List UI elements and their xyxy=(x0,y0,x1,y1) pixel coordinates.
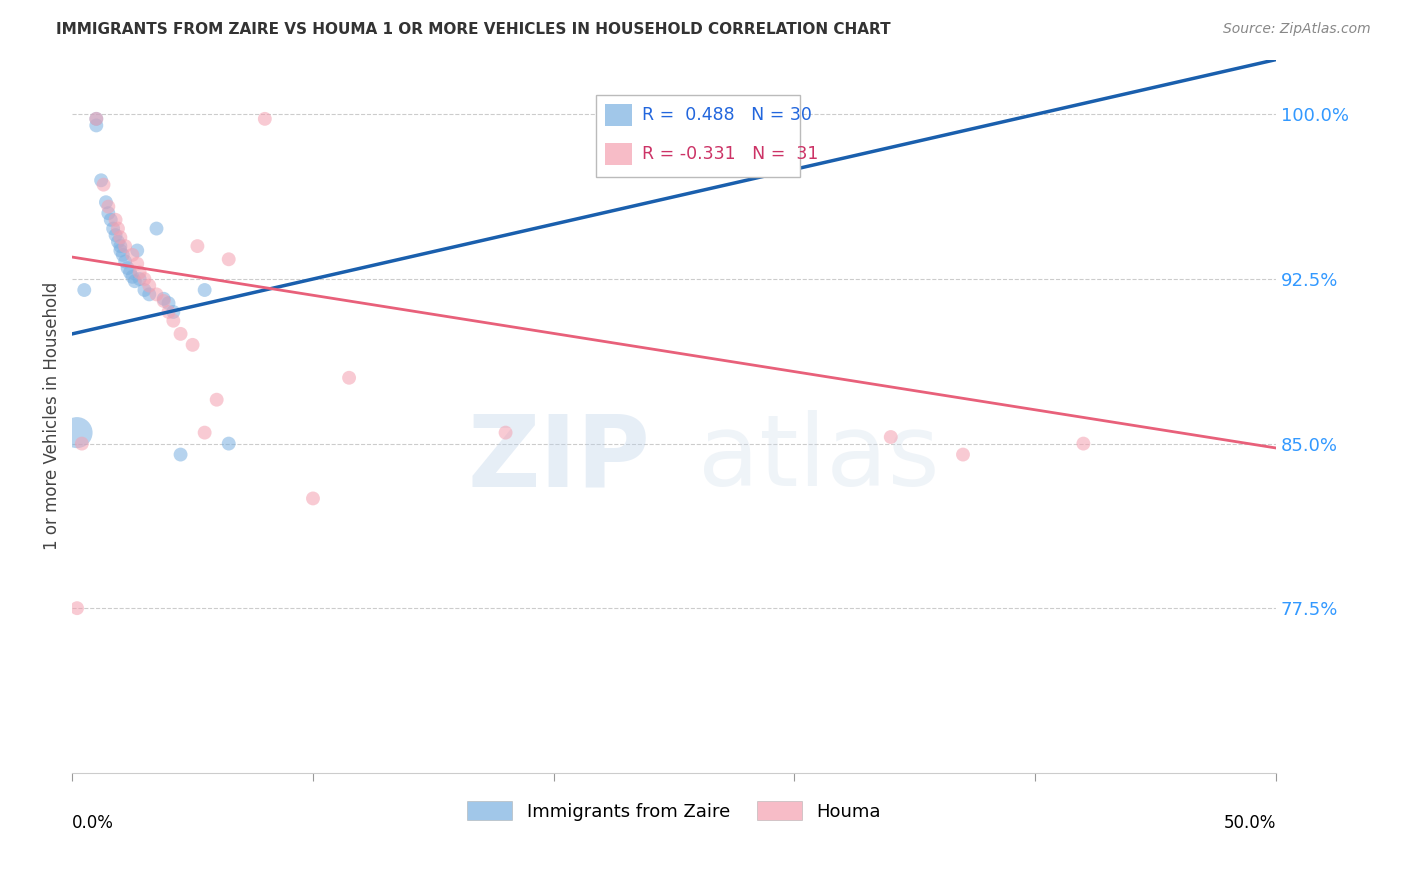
Point xyxy=(111,248,134,262)
Point xyxy=(152,293,174,308)
Point xyxy=(127,257,149,271)
Point xyxy=(218,436,240,450)
Point xyxy=(114,239,136,253)
Text: R = -0.331   N =  31: R = -0.331 N = 31 xyxy=(641,145,818,163)
Point xyxy=(90,173,112,187)
Point xyxy=(169,326,191,341)
Point xyxy=(157,296,180,310)
Point xyxy=(121,248,143,262)
Text: ZIP: ZIP xyxy=(467,410,650,508)
Point xyxy=(138,287,160,301)
Point xyxy=(134,272,156,286)
Point xyxy=(138,278,160,293)
Point xyxy=(128,265,150,279)
Bar xyxy=(596,95,800,178)
Point xyxy=(66,425,89,440)
Point xyxy=(93,178,115,192)
Point xyxy=(194,283,217,297)
Bar xyxy=(606,143,631,165)
Point xyxy=(952,448,974,462)
Bar xyxy=(606,104,631,127)
Point xyxy=(1073,436,1095,450)
Point xyxy=(145,287,167,301)
Y-axis label: 1 or more Vehicles in Household: 1 or more Vehicles in Household xyxy=(44,282,60,550)
Point xyxy=(205,392,228,407)
Text: 0.0%: 0.0% xyxy=(72,814,114,832)
Point xyxy=(152,292,174,306)
Point xyxy=(100,212,122,227)
Point xyxy=(107,221,129,235)
Point xyxy=(118,265,141,279)
Point xyxy=(337,371,360,385)
Text: R =  0.488   N = 30: R = 0.488 N = 30 xyxy=(641,106,811,125)
Legend: Immigrants from Zaire, Houma: Immigrants from Zaire, Houma xyxy=(460,794,889,828)
Point xyxy=(84,112,107,126)
Point xyxy=(104,212,127,227)
Point xyxy=(218,252,240,267)
Point xyxy=(181,338,204,352)
Point xyxy=(157,305,180,319)
Point xyxy=(66,601,89,615)
Point xyxy=(495,425,517,440)
Point xyxy=(97,206,120,220)
Point xyxy=(134,283,156,297)
Point xyxy=(124,274,146,288)
Point xyxy=(127,244,149,258)
Text: atlas: atlas xyxy=(699,410,939,508)
Text: Source: ZipAtlas.com: Source: ZipAtlas.com xyxy=(1223,22,1371,37)
Text: 50.0%: 50.0% xyxy=(1223,814,1277,832)
Point xyxy=(169,448,191,462)
Point xyxy=(162,305,184,319)
Point xyxy=(110,244,132,258)
Point xyxy=(94,195,117,210)
Point xyxy=(70,436,93,450)
Point xyxy=(104,228,127,243)
Point xyxy=(186,239,208,253)
Point xyxy=(110,230,132,244)
Point xyxy=(302,491,325,506)
Point xyxy=(114,254,136,268)
Point xyxy=(84,119,107,133)
Point xyxy=(194,425,217,440)
Point xyxy=(110,239,132,253)
Point xyxy=(121,269,143,284)
Point xyxy=(162,314,184,328)
Point xyxy=(128,272,150,286)
Point xyxy=(73,283,96,297)
Point xyxy=(107,235,129,249)
Point xyxy=(253,112,276,126)
Point xyxy=(97,200,120,214)
Point xyxy=(84,112,107,126)
Point xyxy=(145,221,167,235)
Text: IMMIGRANTS FROM ZAIRE VS HOUMA 1 OR MORE VEHICLES IN HOUSEHOLD CORRELATION CHART: IMMIGRANTS FROM ZAIRE VS HOUMA 1 OR MORE… xyxy=(56,22,891,37)
Point xyxy=(880,430,903,444)
Point xyxy=(101,221,124,235)
Point xyxy=(117,261,139,276)
